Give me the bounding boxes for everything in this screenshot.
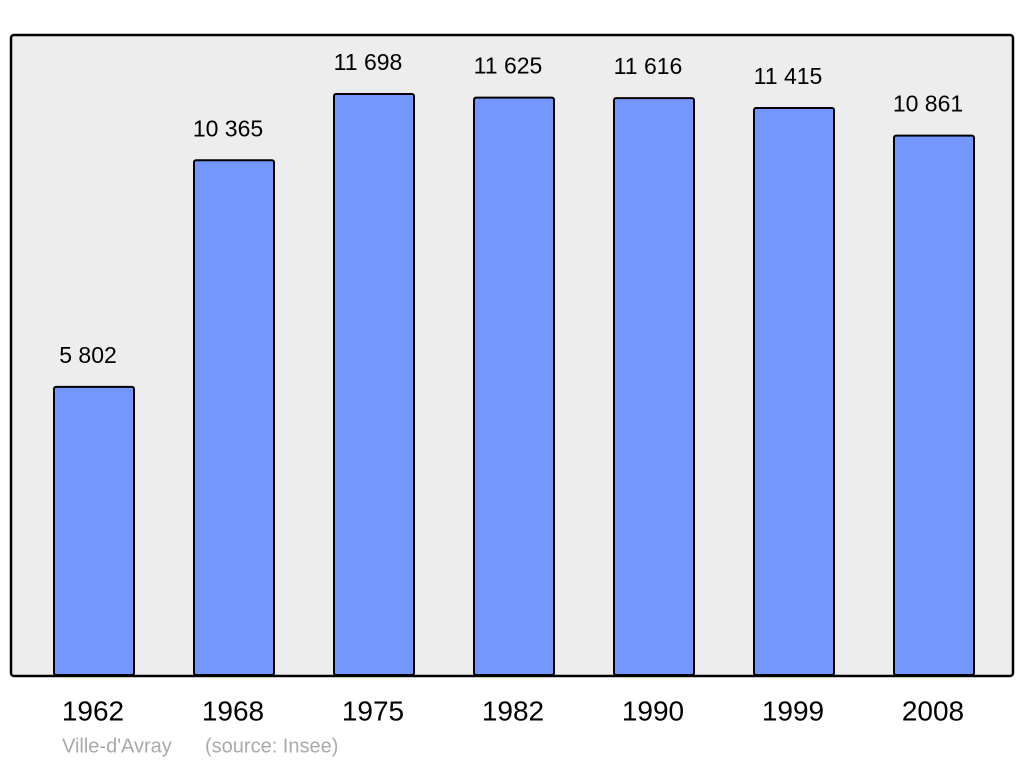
bar [53,385,135,676]
value-label: 5 802 [59,342,117,368]
bar [893,134,975,677]
bar [473,96,555,676]
value-label: 11 698 [334,49,403,75]
bar [193,159,275,677]
bar [753,107,835,676]
value-label: 11 415 [754,63,823,89]
x-tick-label: 1975 [342,695,404,726]
value-label: 10 861 [893,91,963,117]
x-tick-label: 1982 [482,695,544,726]
x-tick-label: 1962 [62,695,124,726]
caption: Ville-d'Avray [62,735,172,757]
bar [613,97,695,677]
x-tick-label: 1968 [202,695,264,726]
source: (source: Insee) [205,735,338,757]
value-label: 11 616 [614,53,683,79]
x-tick-label: 1999 [762,695,824,726]
x-tick-label: 2008 [902,695,964,726]
value-label: 11 625 [474,53,543,79]
value-label: 10 365 [193,115,263,141]
x-tick-label: 1990 [622,695,684,726]
bar [333,93,415,676]
